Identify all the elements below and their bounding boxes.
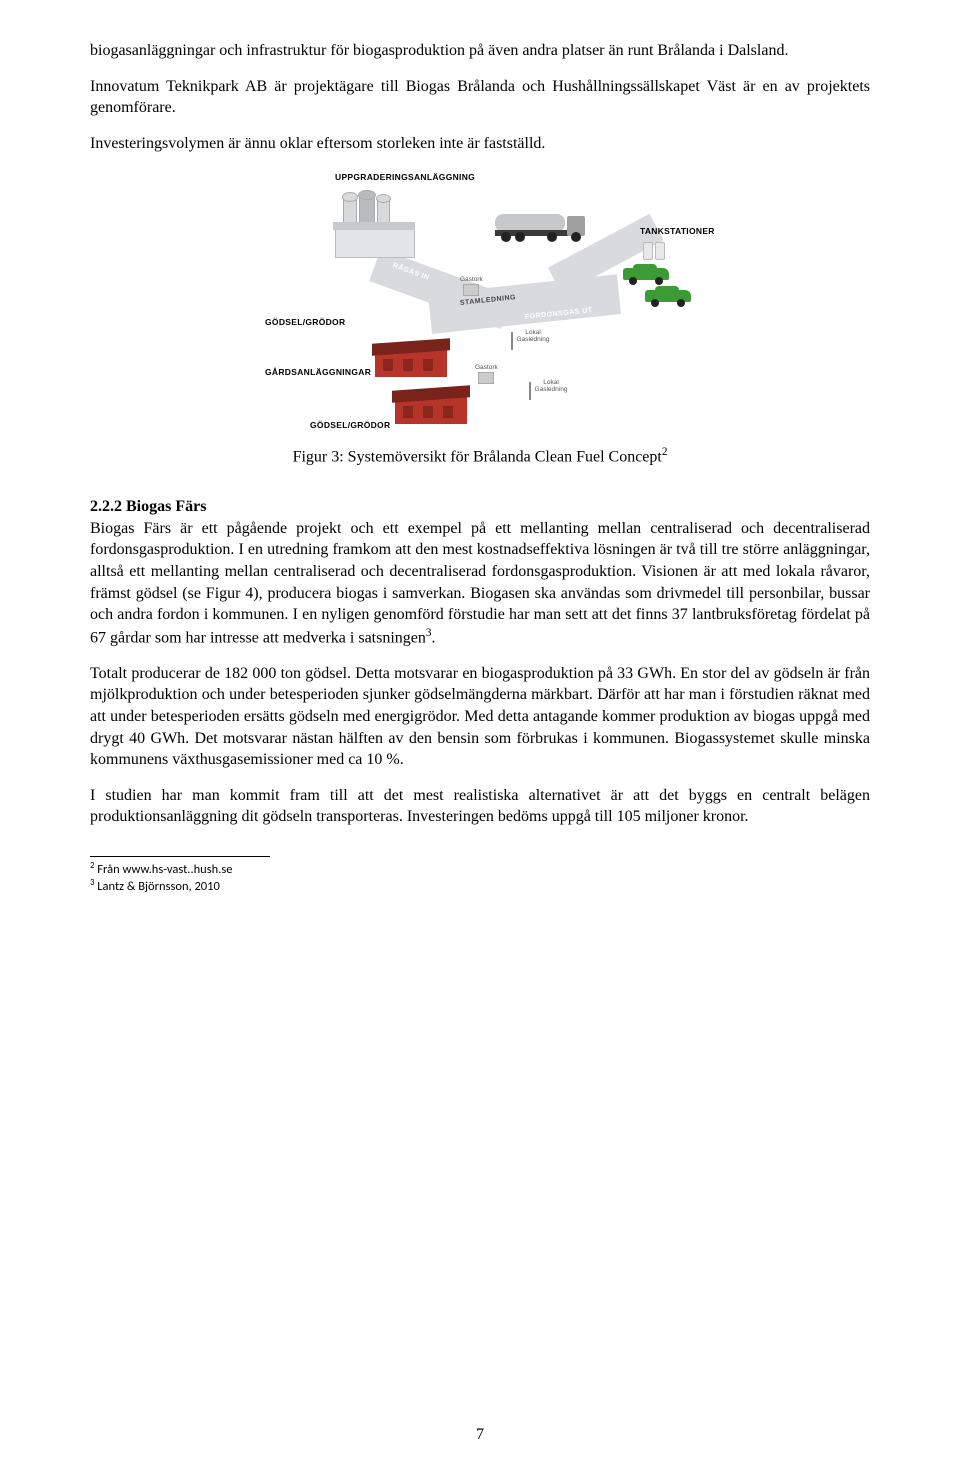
car-2-top [655, 286, 679, 294]
label-uppgradering: UPPGRADERINGSANLÄGGNING [335, 172, 475, 182]
car-2 [645, 286, 691, 306]
paragraph-4-text: Biogas Färs är ett pågående projekt och … [90, 520, 870, 646]
label-gardsanlaggningar: GÅRDSANLÄGGNINGAR [265, 367, 371, 377]
footnote-3: 3 Lantz & Björnsson, 2010 [90, 878, 870, 895]
truck-wheel-3 [547, 232, 557, 242]
gastork-2 [478, 372, 494, 384]
section-heading: 2.2.2 Biogas Färs [90, 498, 206, 515]
label-gastork-1: Gastork [460, 276, 483, 283]
label-godsel-1: GÖDSEL/GRÖDOR [265, 317, 345, 327]
pole-2 [529, 382, 531, 400]
label-tankstationer: TANKSTATIONER [640, 226, 715, 236]
label-lokal-2: Lokal Gasledning [531, 380, 571, 393]
footnote-separator [90, 856, 270, 857]
paragraph-3: Investeringsvolymen är ännu oklar efters… [90, 133, 870, 155]
figure-container: RÅGAS IN STAMLEDNING FORDONSGAS UT UPPGR… [90, 172, 870, 437]
pump-2 [655, 242, 665, 260]
figure-caption-sup: 2 [662, 446, 668, 458]
car-1-wheel-1 [629, 277, 637, 285]
gastork-1 [463, 284, 479, 296]
footnote-3-text: Lantz & Björnsson, 2010 [94, 880, 219, 895]
figure-caption: Figur 3: Systemöversikt för Brålanda Cle… [90, 445, 870, 468]
label-gastork-2: Gastork [475, 364, 498, 371]
paragraph-4: Biogas Färs är ett pågående projekt och … [90, 518, 870, 649]
truck-wheel-1 [501, 232, 511, 242]
paragraph-4-tail: . [432, 629, 436, 646]
pole-1 [511, 332, 513, 350]
car-1-wheel-2 [655, 277, 663, 285]
paragraph-1: biogasanläggningar och infrastruktur för… [90, 40, 870, 62]
factory-roof [333, 222, 415, 230]
car-2-wheel-2 [677, 299, 685, 307]
paragraph-2: Innovatum Teknikpark AB är projektägare … [90, 76, 870, 119]
label-lokal-1: Lokal Gasledning [513, 330, 553, 343]
paragraph-6: I studien har man kommit fram till att d… [90, 785, 870, 828]
factory-building [335, 228, 415, 258]
figure-caption-text: Figur 3: Systemöversikt för Brålanda Cle… [293, 449, 662, 466]
label-godsel-2: GÖDSEL/GRÖDOR [310, 420, 390, 430]
heading-block: 2.2.2 Biogas Färs [90, 496, 870, 518]
pump-1 [643, 242, 653, 260]
barn-1 [375, 337, 447, 377]
car-2-wheel-1 [651, 299, 659, 307]
barn-2 [395, 384, 467, 424]
truck-wheel-2 [515, 232, 525, 242]
infographic: RÅGAS IN STAMLEDNING FORDONSGAS UT UPPGR… [245, 172, 715, 432]
car-1-top [633, 264, 657, 272]
truck-wheel-4 [571, 232, 581, 242]
footnote-2-text: Från www.hs-vast..hush.se [94, 862, 232, 877]
paragraph-5: Totalt producerar de 182 000 ton gödsel.… [90, 663, 870, 771]
car-1 [623, 264, 669, 284]
footnote-2: 2 Från www.hs-vast..hush.se [90, 861, 870, 878]
page-number: 7 [476, 1426, 484, 1444]
